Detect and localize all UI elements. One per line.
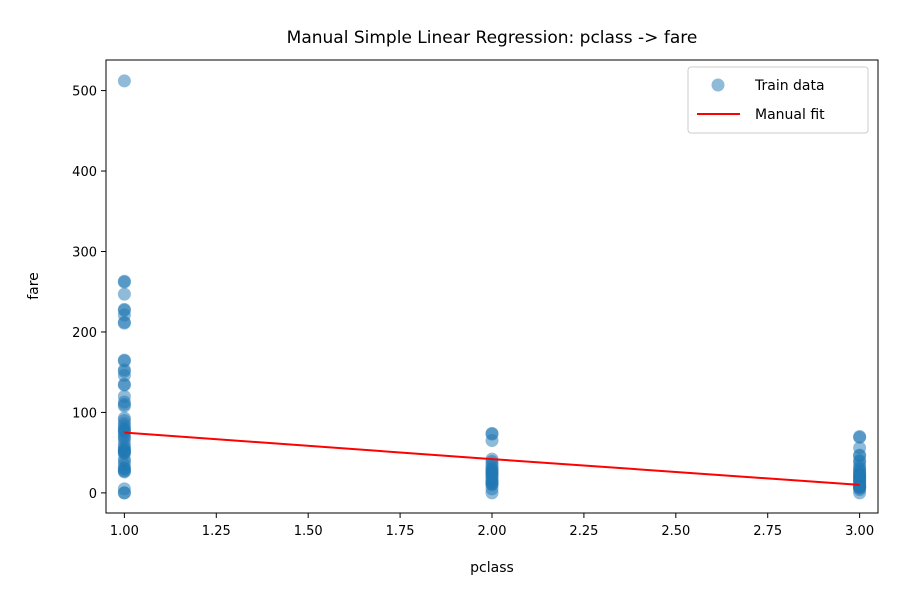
legend: Train data Manual fit bbox=[687, 66, 869, 134]
y-tick-label: 200 bbox=[72, 326, 97, 341]
legend-marker-train-data bbox=[711, 78, 725, 92]
x-axis: 1.00 1.25 1.50 1.75 2.00 2.25 2.50 2.75 3.00 bbox=[110, 513, 874, 539]
chart-title: Manual Simple Linear Regression: pclass … bbox=[287, 28, 698, 48]
y-tick-label: 400 bbox=[72, 165, 97, 180]
scatter-point bbox=[117, 74, 131, 88]
x-axis-label: pclass bbox=[470, 560, 514, 576]
fit-line-layer bbox=[124, 431, 860, 486]
x-tick-label: 1.75 bbox=[386, 524, 415, 539]
scatter-point bbox=[853, 486, 867, 500]
legend-label-train-data: Train data bbox=[754, 78, 825, 94]
scatter-point bbox=[117, 399, 131, 413]
y-axis: 0 100 200 300 400 500 bbox=[72, 85, 106, 502]
fit-line bbox=[124, 431, 860, 486]
y-tick-label: 0 bbox=[89, 487, 97, 502]
x-tick-label: 2.25 bbox=[569, 524, 598, 539]
y-tick-label: 100 bbox=[72, 406, 97, 421]
scatter-point bbox=[485, 434, 499, 448]
scatter-points bbox=[117, 74, 867, 500]
scatter-point bbox=[117, 486, 131, 500]
x-tick-label: 2.75 bbox=[753, 524, 782, 539]
legend-box bbox=[687, 66, 869, 134]
x-tick-label: 1.00 bbox=[110, 524, 139, 539]
scatter-point bbox=[117, 287, 131, 301]
plot-frame bbox=[105, 59, 879, 514]
x-tick-label: 3.00 bbox=[845, 524, 874, 539]
scatter-point bbox=[117, 316, 131, 330]
scatter-point bbox=[485, 486, 499, 500]
y-tick-label: 500 bbox=[72, 85, 97, 100]
scatter-point bbox=[853, 430, 867, 444]
scatter-point bbox=[117, 465, 131, 479]
x-tick-label: 2.50 bbox=[661, 524, 690, 539]
x-tick-label: 1.25 bbox=[202, 524, 231, 539]
scatter-point bbox=[117, 378, 131, 392]
scatter-point bbox=[117, 275, 131, 289]
legend-label-manual-fit: Manual fit bbox=[755, 107, 825, 123]
y-axis-label: fare bbox=[26, 272, 42, 300]
x-tick-label: 2.00 bbox=[478, 524, 507, 539]
y-tick-label: 300 bbox=[72, 245, 97, 260]
x-tick-label: 1.50 bbox=[294, 524, 323, 539]
